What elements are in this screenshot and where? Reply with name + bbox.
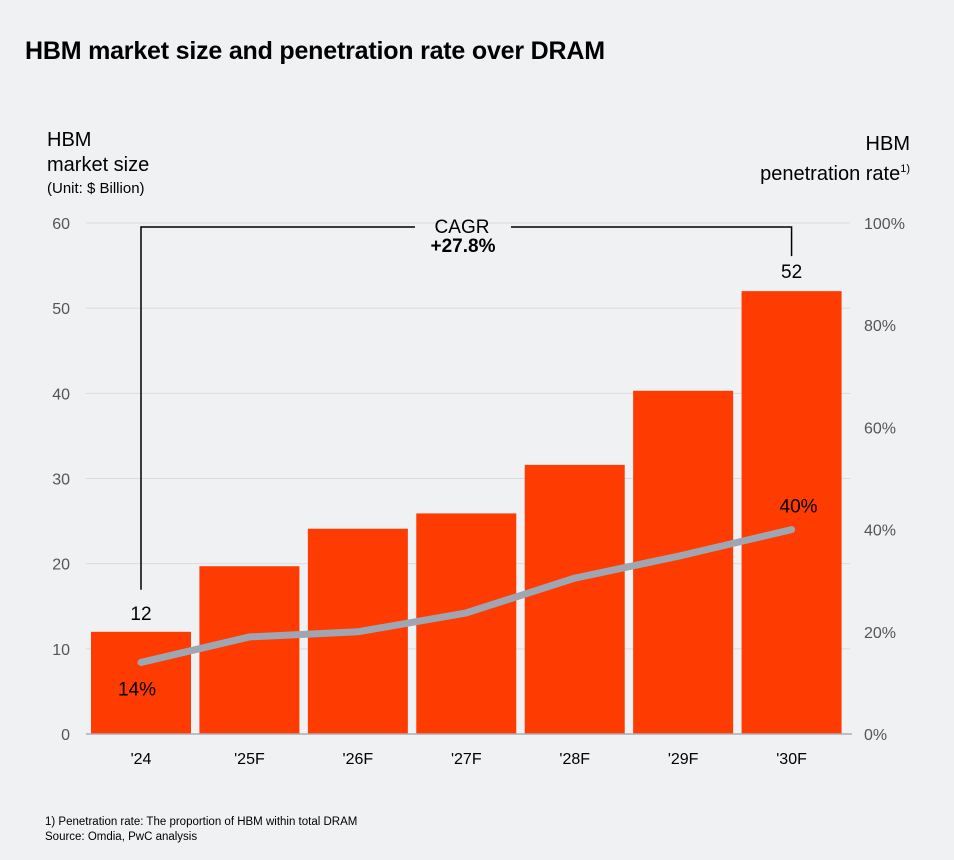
bar-value-label: 12 xyxy=(130,604,151,625)
right-axis-tick-label: 80% xyxy=(864,318,896,335)
footer: 1) Penetration rate: The proportion of H… xyxy=(45,815,357,845)
cagr-bracket-right xyxy=(511,226,793,257)
left-axis-title-line1: HBM xyxy=(47,129,92,151)
right-axis-title-line1: HBM xyxy=(865,133,910,155)
footnote-text: 1) Penetration rate: The proportion of H… xyxy=(45,816,358,828)
left-axis-tick-label: 60 xyxy=(52,216,70,233)
left-axis-tick-label: 40 xyxy=(52,386,70,403)
line-value-label: 14% xyxy=(118,679,156,700)
left-axis-tick-label: 30 xyxy=(52,472,70,489)
line-value-label: 40% xyxy=(780,497,818,518)
right-axis-tick-label: 20% xyxy=(864,625,896,642)
x-axis-tick-label: '29F xyxy=(668,751,699,768)
bar-4 xyxy=(524,464,625,734)
bar-6 xyxy=(741,291,842,734)
left-axis-title: HBM market size (Unit: $ Billion) xyxy=(47,128,149,200)
bar-value-label: 52 xyxy=(781,262,802,283)
cagr-bracket-left xyxy=(140,226,415,590)
x-axis-tick-label: '24 xyxy=(131,751,152,768)
source-text: Source: Omdia, PwC analysis xyxy=(45,831,198,843)
cagr-label: CAGR xyxy=(435,217,490,238)
right-axis-tick-label: 100% xyxy=(864,216,905,233)
left-axis-tick-label: 20 xyxy=(52,557,70,574)
left-axis-unit: (Unit: $ Billion) xyxy=(47,180,145,197)
x-axis-tick-label: '27F xyxy=(451,751,482,768)
right-axis-tick-label: 0% xyxy=(864,727,887,744)
left-axis-title-line2: market size xyxy=(47,154,150,176)
x-axis-tick-label: '30F xyxy=(776,751,807,768)
right-axis-title: HBM penetration rate1) xyxy=(760,132,910,187)
x-axis-tick-label: '28F xyxy=(559,751,590,768)
right-axis-title-line2: penetration rate xyxy=(760,163,901,185)
cagr-value: +27.8% xyxy=(431,236,496,257)
x-axis-tick-label: '26F xyxy=(343,751,374,768)
left-axis-tick-label: 50 xyxy=(52,301,70,318)
right-axis-tick-label: 60% xyxy=(864,420,896,437)
left-axis-tick-label: 0 xyxy=(61,727,70,744)
bar-3 xyxy=(416,513,517,734)
bar-0 xyxy=(91,631,191,734)
chart-title: HBM market size and penetration rate ove… xyxy=(25,37,605,65)
right-axis-tick-label: 40% xyxy=(864,523,896,540)
left-axis-tick-label: 10 xyxy=(52,642,70,659)
x-axis-tick-label: '25F xyxy=(234,751,265,768)
footnote-marker: 1) xyxy=(900,163,910,175)
bar-1 xyxy=(199,566,300,734)
